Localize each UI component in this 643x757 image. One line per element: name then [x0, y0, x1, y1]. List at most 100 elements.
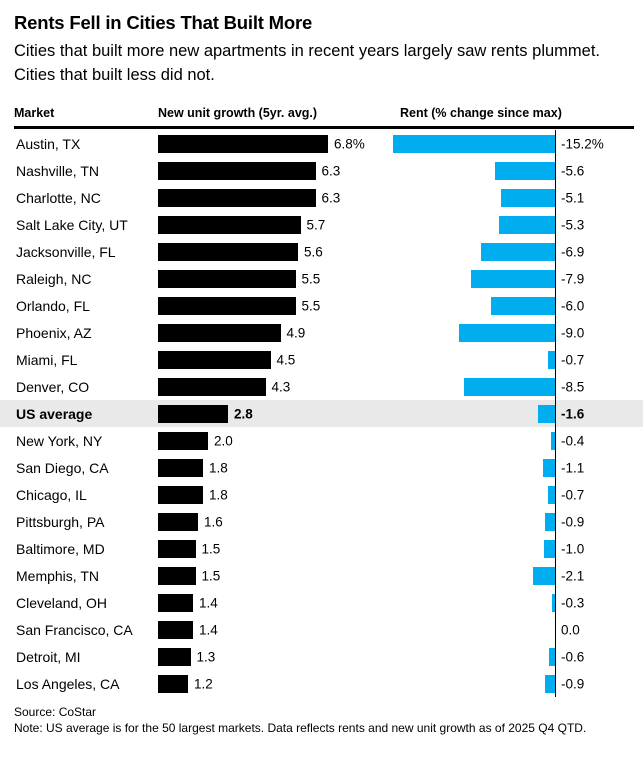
- note-line: Note: US average is for the 50 largest m…: [14, 720, 587, 735]
- growth-value: 5.5: [301, 298, 321, 313]
- growth-value: 6.8%: [334, 136, 365, 151]
- market-label: Jacksonville, FL: [16, 243, 116, 260]
- rent-value: -0.4: [561, 433, 585, 448]
- market-label: Chicago, IL: [16, 486, 87, 503]
- rent-value: -1.1: [561, 460, 585, 475]
- growth-value: 1.4: [199, 595, 218, 610]
- rent-value: -7.9: [561, 271, 585, 286]
- rent-bar: [459, 323, 555, 342]
- chart-row: Raleigh, NC 5.5 -7.9: [0, 265, 643, 292]
- growth-bar: [158, 404, 228, 423]
- market-label: Nashville, TN: [16, 162, 99, 179]
- chart-row: Los Angeles, CA 1.2 -0.9: [0, 670, 643, 697]
- growth-bar: [158, 539, 196, 558]
- rent-value: -5.1: [561, 190, 585, 205]
- market-label: Miami, FL: [16, 351, 78, 368]
- rent-bar: [500, 188, 555, 207]
- growth-bar: [158, 215, 301, 234]
- rent-bar: [551, 593, 555, 612]
- growth-bar: [158, 674, 188, 693]
- growth-bar: [158, 620, 193, 639]
- chart-row: San Francisco, CA 1.4 0.0: [0, 616, 643, 643]
- rent-bar: [532, 566, 555, 585]
- market-label: San Francisco, CA: [16, 621, 133, 638]
- growth-value: 4.3: [271, 379, 291, 394]
- growth-bar: [158, 512, 198, 531]
- chart-row: Memphis, TN 1.5 -2.1: [0, 562, 643, 589]
- market-label: Detroit, MI: [16, 648, 81, 665]
- growth-value: 1.5: [201, 568, 221, 583]
- chart-row: Cleveland, OH 1.4 -0.3: [0, 589, 643, 616]
- col-header-rent: Rent (% change since max): [400, 106, 562, 120]
- growth-bar: [158, 323, 281, 342]
- market-label: Memphis, TN: [16, 567, 99, 584]
- chart-row: Chicago, IL 1.8 -0.7: [0, 481, 643, 508]
- growth-value: 1.8: [209, 460, 228, 475]
- rent-value: -0.7: [561, 352, 585, 367]
- chart-subtitle: Cities that built more new apartments in…: [14, 42, 600, 84]
- chart-row-us-average: US average 2.8 -1.6: [0, 400, 643, 427]
- rent-bar: [548, 647, 555, 666]
- chart-row: Denver, CO 4.3 -8.5: [0, 373, 643, 400]
- rent-bar: [495, 161, 555, 180]
- rent-zero-axis-line: [555, 130, 556, 697]
- rent-value: -0.3: [561, 595, 585, 610]
- rent-bar: [543, 458, 555, 477]
- market-label: US average: [16, 405, 93, 422]
- growth-value: 1.5: [201, 541, 221, 556]
- growth-bar: [158, 161, 316, 180]
- rent-value: -1.6: [561, 406, 585, 421]
- chart-row: Charlotte, NC 6.3 -5.1: [0, 184, 643, 211]
- rent-bar: [470, 269, 555, 288]
- growth-bar: [158, 350, 271, 369]
- market-label: San Diego, CA: [16, 459, 109, 476]
- chart-row: New York, NY 2.0 -0.4: [0, 427, 643, 454]
- rent-bar: [545, 512, 555, 531]
- rent-value: -0.9: [561, 514, 585, 529]
- rent-value: -1.0: [561, 541, 585, 556]
- rent-value: -0.6: [561, 649, 585, 664]
- growth-value: 5.7: [306, 217, 326, 232]
- market-label: Raleigh, NC: [16, 270, 92, 287]
- rent-bar: [550, 431, 555, 450]
- rent-value: -0.9: [561, 676, 585, 691]
- rent-value: -2.1: [561, 568, 585, 583]
- rent-bar: [464, 377, 555, 396]
- growth-value: 6.3: [321, 163, 341, 178]
- rent-value: 0.0: [561, 622, 580, 637]
- growth-bar: [158, 485, 203, 504]
- chart-row: Phoenix, AZ 4.9 -9.0: [0, 319, 643, 346]
- rent-bar: [537, 404, 555, 423]
- column-headers: Market New unit growth (5yr. avg.) Rent …: [0, 106, 643, 123]
- rent-value: -15.2%: [561, 136, 604, 151]
- market-label: Orlando, FL: [16, 297, 90, 314]
- growth-value: 1.2: [194, 676, 213, 691]
- chart-footer: Source: CoStar Note: US average is for t…: [14, 705, 629, 736]
- rent-value: -8.5: [561, 379, 585, 394]
- rent-bar: [392, 134, 555, 153]
- growth-bar: [158, 134, 328, 153]
- header-rule: [14, 126, 634, 129]
- market-label: Austin, TX: [16, 135, 81, 152]
- growth-bar: [158, 593, 193, 612]
- chart-row: Baltimore, MD 1.5 -1.0: [0, 535, 643, 562]
- rent-bar: [547, 350, 555, 369]
- growth-value: 6.3: [321, 190, 341, 205]
- chart-row: Salt Lake City, UT 5.7 -5.3: [0, 211, 643, 238]
- growth-bar: [158, 377, 266, 396]
- rent-bar: [491, 296, 555, 315]
- market-label: Baltimore, MD: [16, 540, 105, 557]
- rent-value: -9.0: [561, 325, 585, 340]
- rent-bar: [481, 242, 555, 261]
- growth-bar: [158, 647, 191, 666]
- market-label: Salt Lake City, UT: [16, 216, 128, 233]
- chart-rows: Austin, TX 6.8% -15.2% Nashville, TN 6.3 -5.6…: [0, 130, 643, 697]
- growth-bar: [158, 188, 316, 207]
- market-label: Pittsburgh, PA: [16, 513, 105, 530]
- col-header-market: Market: [14, 106, 55, 120]
- market-label: New York, NY: [16, 432, 103, 449]
- rent-bar: [544, 539, 555, 558]
- growth-value: 1.3: [196, 649, 216, 664]
- market-label: Los Angeles, CA: [16, 675, 120, 692]
- chart-row: Miami, FL 4.5 -0.7: [0, 346, 643, 373]
